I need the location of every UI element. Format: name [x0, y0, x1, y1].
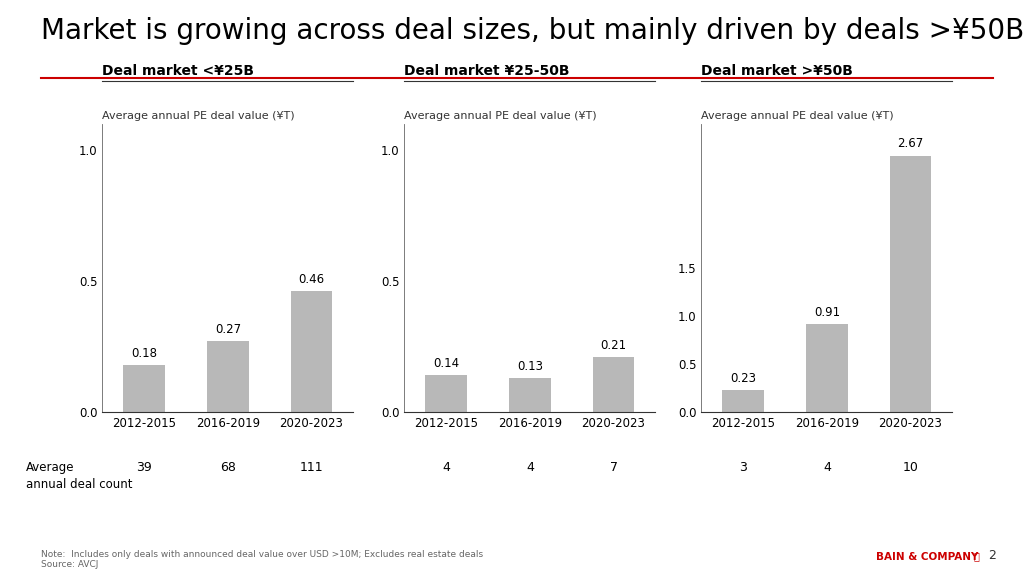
- Text: 0.46: 0.46: [298, 273, 325, 286]
- Bar: [509, 378, 551, 412]
- Text: Deal market >¥50B: Deal market >¥50B: [701, 64, 853, 78]
- Text: 4: 4: [526, 461, 534, 474]
- Text: Ⓡ: Ⓡ: [974, 552, 980, 562]
- Text: BAIN & COMPANY: BAIN & COMPANY: [876, 552, 978, 562]
- Bar: [425, 375, 467, 412]
- Text: 7: 7: [609, 461, 617, 474]
- Text: Deal market <¥25B: Deal market <¥25B: [102, 64, 254, 78]
- Text: 39: 39: [136, 461, 153, 474]
- Bar: [890, 156, 932, 412]
- Text: Deal market ¥25-50B: Deal market ¥25-50B: [404, 64, 570, 78]
- Bar: [123, 365, 165, 412]
- Text: Average annual PE deal value (¥T): Average annual PE deal value (¥T): [102, 111, 295, 121]
- Text: 3: 3: [739, 461, 748, 474]
- Text: Market is growing across deal sizes, but mainly driven by deals >¥50B: Market is growing across deal sizes, but…: [41, 17, 1024, 46]
- Bar: [207, 341, 249, 412]
- Bar: [806, 324, 848, 412]
- Bar: [722, 390, 764, 412]
- Text: 111: 111: [300, 461, 324, 474]
- Bar: [291, 291, 333, 412]
- Bar: [593, 357, 635, 412]
- Text: 68: 68: [220, 461, 236, 474]
- Text: 0.18: 0.18: [131, 347, 158, 359]
- Text: 0.21: 0.21: [600, 339, 627, 352]
- Text: Note:  Includes only deals with announced deal value over USD >10M; Excludes rea: Note: Includes only deals with announced…: [41, 550, 483, 570]
- Text: 0.91: 0.91: [814, 306, 840, 319]
- Text: 4: 4: [442, 461, 451, 474]
- Text: 2: 2: [988, 548, 996, 562]
- Text: 2.67: 2.67: [897, 137, 924, 150]
- Text: Average
annual deal count: Average annual deal count: [26, 461, 132, 491]
- Text: 0.13: 0.13: [517, 359, 543, 373]
- Text: 0.27: 0.27: [215, 323, 241, 336]
- Text: Average annual PE deal value (¥T): Average annual PE deal value (¥T): [701, 111, 894, 121]
- Text: 0.23: 0.23: [730, 372, 757, 385]
- Text: 4: 4: [823, 461, 830, 474]
- Text: 0.14: 0.14: [433, 357, 460, 370]
- Text: Average annual PE deal value (¥T): Average annual PE deal value (¥T): [404, 111, 597, 121]
- Text: 10: 10: [902, 461, 919, 474]
